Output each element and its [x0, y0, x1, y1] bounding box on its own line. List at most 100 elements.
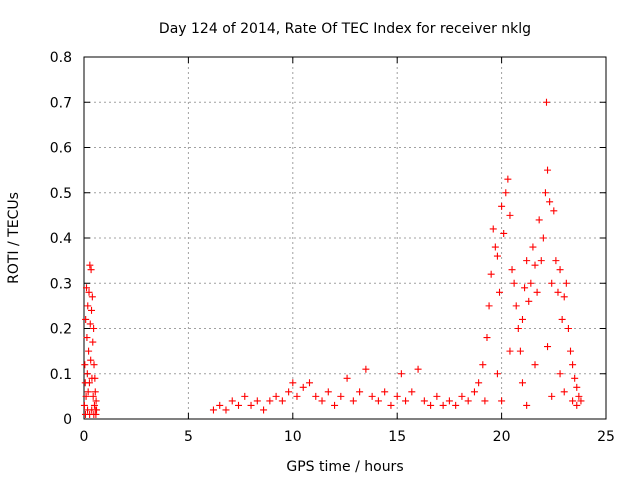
x-tick-label: 20 [493, 429, 511, 445]
data-point [502, 189, 510, 197]
data-point [433, 392, 441, 400]
data-point [512, 302, 520, 310]
data-point [90, 401, 98, 409]
tick-layer: 0 5 10 15 20 25 0 0.1 0.2 0.3 0.4 0.5 0.6 0.7 0.8 [50, 50, 615, 445]
data-point [393, 392, 401, 400]
data-point [289, 379, 297, 387]
data-point [571, 374, 579, 382]
data-point [550, 207, 558, 215]
data-point [567, 347, 575, 355]
data-point [318, 397, 326, 405]
data-point [362, 365, 370, 373]
data-point [525, 297, 533, 305]
data-point [529, 243, 537, 251]
data-point [552, 257, 560, 265]
data-point [573, 401, 581, 409]
y-tick-label: 0.5 [50, 186, 72, 202]
data-point [260, 406, 268, 414]
data-point [324, 388, 332, 396]
data-point [83, 334, 91, 342]
data-point [464, 397, 472, 405]
data-point [90, 325, 98, 332]
data-point [521, 284, 529, 292]
data-point [544, 343, 552, 351]
data-point [293, 392, 301, 400]
data-point [241, 392, 249, 400]
data-point [485, 302, 493, 310]
data-point [82, 392, 90, 400]
data-point [312, 392, 320, 400]
x-tick-label: 5 [184, 429, 193, 445]
data-point [554, 288, 562, 296]
data-point [508, 266, 516, 274]
data-point [337, 392, 345, 400]
data-point [414, 365, 422, 373]
points-layer [80, 98, 585, 418]
data-point [235, 401, 243, 409]
data-point [402, 397, 410, 405]
data-point [498, 397, 506, 405]
data-point [577, 397, 585, 405]
data-point [85, 288, 93, 296]
data-point [83, 284, 91, 292]
data-point [533, 288, 541, 296]
data-point [89, 338, 97, 346]
data-point [86, 320, 94, 328]
data-point [506, 347, 514, 355]
data-point [90, 361, 98, 369]
data-point [222, 406, 230, 414]
data-point [531, 261, 539, 269]
data-point [228, 397, 236, 405]
data-point [80, 401, 88, 409]
data-point [247, 401, 255, 409]
data-point [558, 315, 566, 323]
data-point [381, 388, 389, 396]
data-point [518, 379, 526, 387]
y-tick-label: 0.6 [50, 141, 72, 157]
y-tick-label: 0.8 [50, 50, 72, 66]
data-point [374, 397, 382, 405]
data-point [498, 202, 506, 210]
data-point [493, 370, 501, 378]
data-point [556, 266, 564, 274]
data-point [537, 257, 545, 265]
data-point [343, 374, 351, 382]
data-point [387, 401, 395, 409]
data-point [481, 397, 489, 405]
data-point [479, 361, 487, 369]
data-point [445, 397, 453, 405]
data-point [564, 325, 572, 332]
data-point [475, 379, 483, 387]
data-point [272, 392, 280, 400]
y-tick-label: 0.1 [50, 367, 72, 383]
data-point [573, 383, 581, 391]
data-point [535, 216, 543, 224]
data-point [546, 198, 554, 206]
data-point [81, 361, 89, 369]
data-point [487, 270, 495, 278]
data-point [470, 388, 478, 396]
data-point [266, 397, 274, 405]
data-point [356, 388, 364, 396]
data-point [548, 392, 556, 400]
x-axis-label: GPS time / hours [286, 459, 403, 475]
data-point [493, 252, 501, 260]
data-point [518, 315, 526, 323]
y-axis-label: ROTI / TECUs [6, 192, 22, 284]
data-point [556, 370, 564, 378]
data-point [514, 325, 522, 332]
data-point [87, 266, 95, 274]
x-tick-label: 15 [388, 429, 406, 445]
data-point [397, 370, 405, 378]
data-point [85, 347, 93, 355]
data-point [82, 315, 90, 323]
data-point [523, 257, 531, 265]
data-point [88, 293, 96, 301]
data-point [91, 374, 99, 382]
data-point [569, 397, 577, 405]
data-point [541, 189, 549, 197]
data-point [496, 288, 504, 296]
data-point [306, 379, 314, 387]
data-point [285, 388, 293, 396]
y-tick-label: 0 [63, 412, 72, 428]
